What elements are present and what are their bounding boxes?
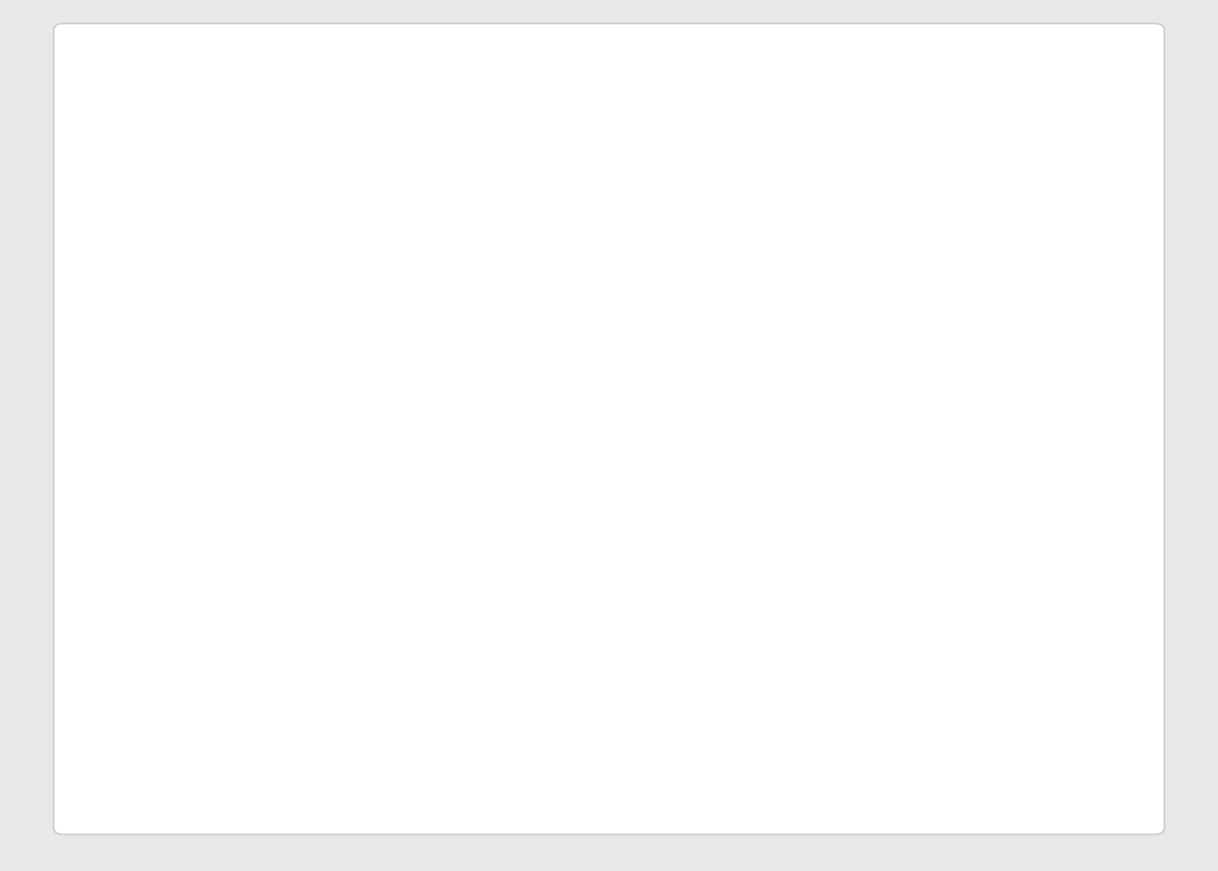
- Text: S: S: [144, 201, 364, 497]
- Bar: [484, 572, 620, 625]
- Text: Rotational Symmetry:: Rotational Symmetry:: [145, 675, 438, 701]
- Text: Lines of symmetry:: Lines of symmetry:: [145, 587, 404, 613]
- Text: Describe the rotational and reflectional symmetry of these: Describe the rotational and reflectional…: [140, 74, 938, 100]
- Bar: [505, 660, 642, 712]
- Text: shapes.: shapes.: [140, 116, 245, 142]
